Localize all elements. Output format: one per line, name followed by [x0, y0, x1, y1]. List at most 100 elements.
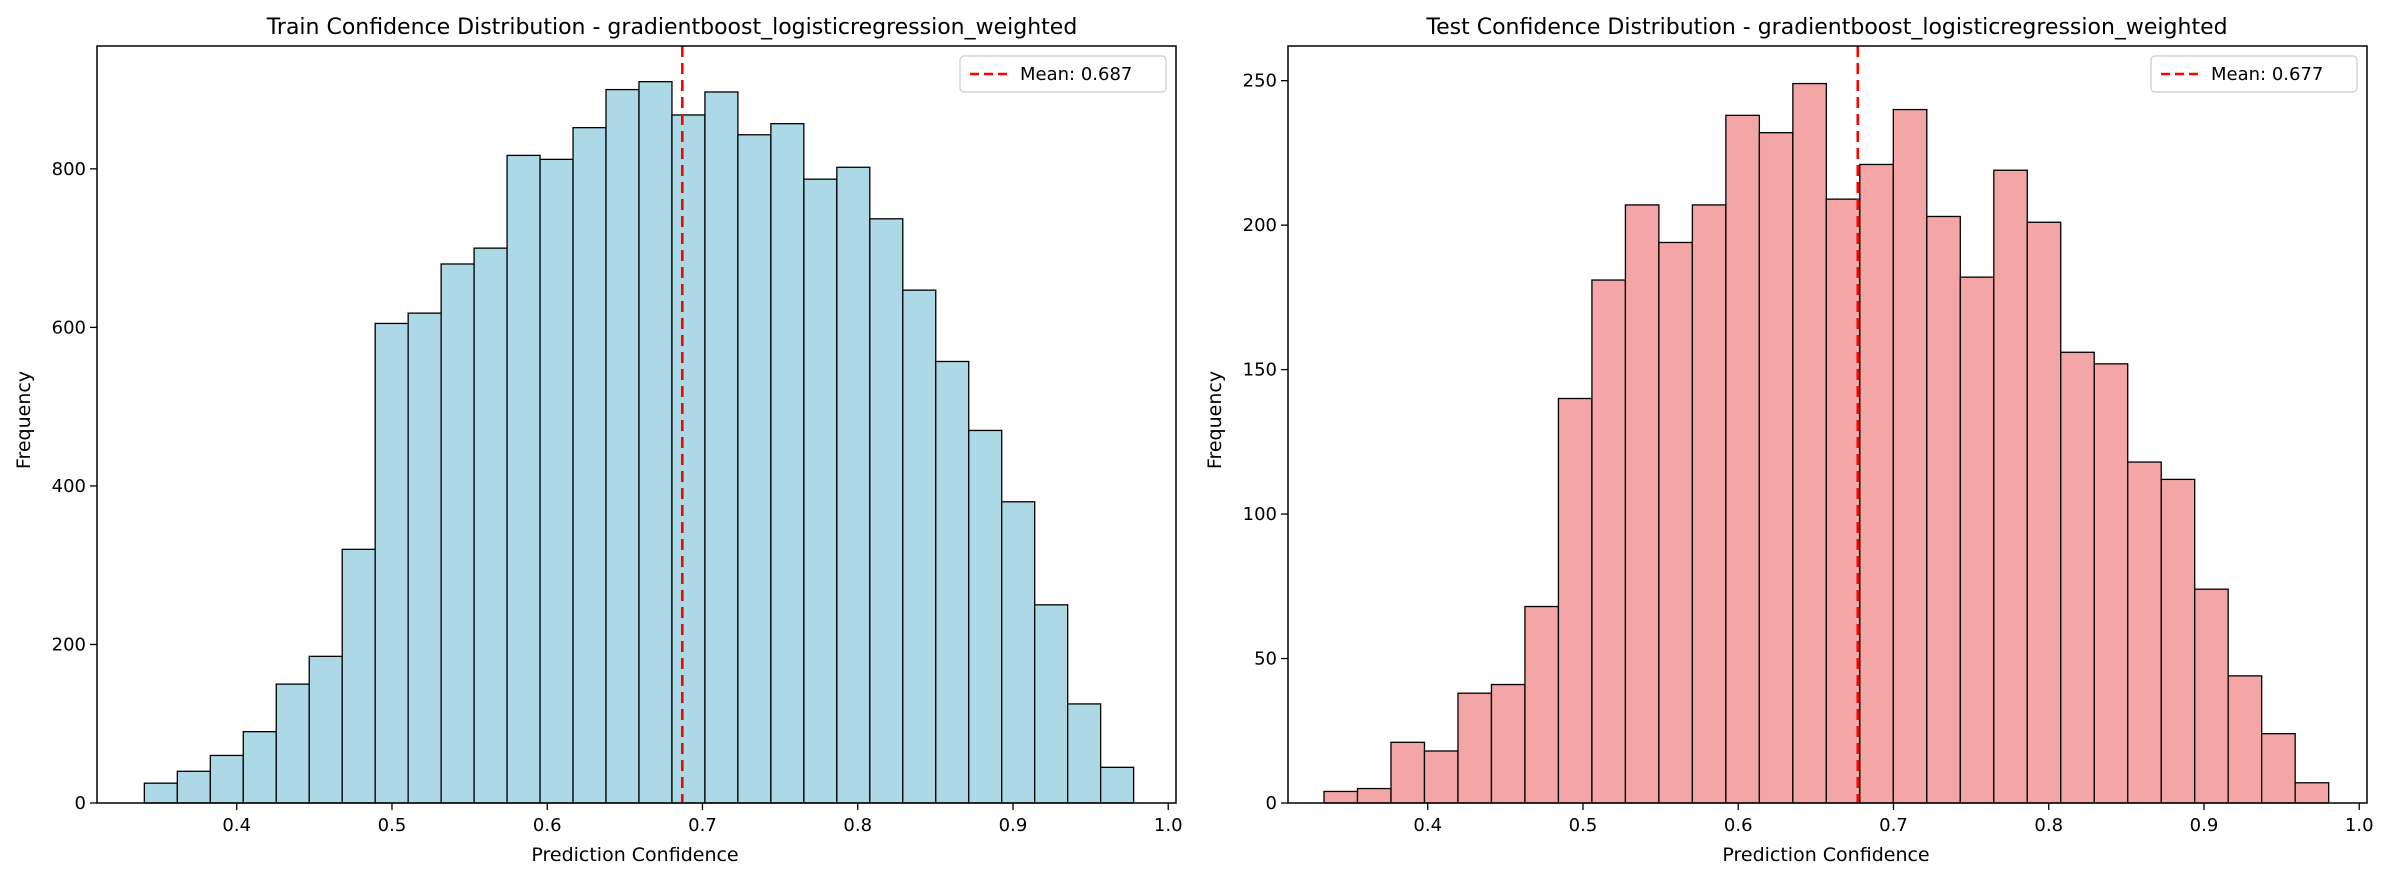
histogram-bar: [1725, 114, 1761, 804]
histogram-bar: [1959, 276, 1995, 804]
x-tick-label: 0.4: [222, 815, 251, 836]
y-axis-label: Frequency: [13, 371, 35, 469]
y-tick-label: 800: [52, 159, 86, 180]
y-axis-label: Frequency: [1204, 371, 1226, 469]
histogram-bar: [605, 88, 640, 804]
histogram-bar: [2093, 363, 2129, 804]
histogram-bar: [341, 548, 376, 804]
histogram-bar: [572, 126, 607, 804]
histogram-bar: [1825, 198, 1861, 804]
histogram-bar: [1067, 703, 1102, 804]
histogram-bar: [1892, 108, 1928, 804]
test-histogram-panel: Test Confidence Distribution - gradientb…: [1204, 15, 2374, 866]
plot-frame: [96, 45, 1177, 804]
histogram-bar: [374, 322, 409, 804]
histogram-bar: [638, 81, 673, 804]
x-axis-label: Prediction Confidence: [1722, 844, 1929, 866]
histogram-bar: [1356, 787, 1392, 804]
histogram-bar: [473, 247, 508, 804]
histogram-bar: [803, 178, 838, 804]
histogram-bar: [2261, 733, 2296, 804]
legend-label: Mean: 0.677: [2211, 64, 2323, 85]
histogram-bar: [1591, 279, 1627, 804]
histogram-bar: [770, 123, 805, 804]
histogram-bar: [1926, 215, 1961, 804]
histogram-bar: [275, 683, 310, 804]
histogram-bar: [2227, 675, 2263, 804]
x-tick-label: 0.7: [1879, 815, 1908, 836]
histogram-bar: [968, 429, 1003, 804]
y-tick-label: 100: [1243, 504, 1277, 525]
y-tick-label: 600: [52, 317, 86, 338]
y-tick-label: 0: [1266, 793, 1277, 814]
histogram-bar: [2026, 221, 2062, 804]
histogram-bar: [1001, 501, 1036, 804]
histogram-bar: [1624, 204, 1660, 804]
histogram-bar: [1993, 169, 2028, 804]
x-tick-label: 1.0: [2345, 815, 2374, 836]
x-axis-label: Prediction Confidence: [531, 844, 738, 866]
histogram-bar: [1323, 790, 1359, 804]
histogram-bar: [209, 754, 244, 804]
histogram-bar: [176, 770, 211, 804]
histogram-bar: [308, 655, 343, 804]
legend-box: [959, 55, 1167, 93]
x-tick-label: 1.0: [1154, 815, 1183, 836]
histogram-bar: [2127, 461, 2162, 804]
histogram-bar: [1557, 397, 1593, 804]
histogram-bar: [1457, 692, 1493, 804]
histogram-bar: [2060, 351, 2095, 804]
y-tick-label: 0: [75, 793, 86, 814]
histogram-bar: [440, 263, 475, 804]
chart-title: Test Confidence Distribution - gradientb…: [1425, 15, 2227, 40]
histogram-bar: [1859, 163, 1894, 804]
legend-label: Mean: 0.687: [1020, 64, 1132, 85]
histogram-bar: [242, 731, 277, 804]
histogram-bar: [506, 154, 541, 804]
x-tick-label: 0.6: [533, 815, 562, 836]
legend: Mean: 0.677: [2150, 55, 2358, 93]
histogram-bar: [902, 289, 937, 804]
x-tick-label: 0.5: [378, 815, 407, 836]
train-histogram-panel: Train Confidence Distribution - gradient…: [13, 15, 1183, 866]
histogram-bar: [737, 134, 772, 804]
histogram-bar: [704, 91, 739, 804]
histogram-bar: [1034, 604, 1069, 804]
histogram-bar: [407, 312, 442, 804]
x-tick-label: 0.4: [1413, 815, 1442, 836]
y-tick-label: 200: [1243, 215, 1277, 236]
histogram-bar: [1099, 766, 1135, 804]
y-tick-label: 200: [52, 634, 86, 655]
histogram-bar: [671, 114, 706, 804]
y-tick-label: 50: [1254, 649, 1277, 670]
histogram-bar: [2160, 478, 2196, 804]
y-tick-label: 400: [52, 476, 86, 497]
histogram-bar: [1390, 741, 1426, 804]
histogram-bar: [1524, 605, 1560, 804]
chart-title: Train Confidence Distribution - gradient…: [266, 15, 1078, 40]
x-tick-label: 0.8: [2034, 815, 2063, 836]
x-tick-label: 0.8: [843, 815, 872, 836]
histogram-bar: [1490, 683, 1526, 804]
y-tick-label: 250: [1243, 71, 1277, 92]
histogram-bar: [1658, 241, 1694, 804]
histogram-bar: [1758, 132, 1794, 804]
legend: Mean: 0.687: [959, 55, 1167, 93]
histogram-bar: [836, 166, 871, 804]
x-tick-label: 0.9: [2190, 815, 2219, 836]
histogram-bar: [1423, 750, 1459, 804]
legend-box: [2150, 55, 2358, 93]
x-tick-label: 0.7: [688, 815, 717, 836]
x-tick-label: 0.9: [999, 815, 1028, 836]
histogram-bar: [2194, 588, 2229, 804]
histogram-bar: [1691, 204, 1727, 804]
histogram-bar: [2294, 782, 2330, 804]
plot-frame: [1287, 45, 2368, 804]
histogram-bar: [539, 158, 574, 804]
x-tick-label: 0.5: [1569, 815, 1598, 836]
x-tick-label: 0.6: [1724, 815, 1753, 836]
histogram-bar: [143, 782, 178, 804]
histogram-bar: [1792, 82, 1827, 804]
histogram-bar: [935, 360, 970, 804]
